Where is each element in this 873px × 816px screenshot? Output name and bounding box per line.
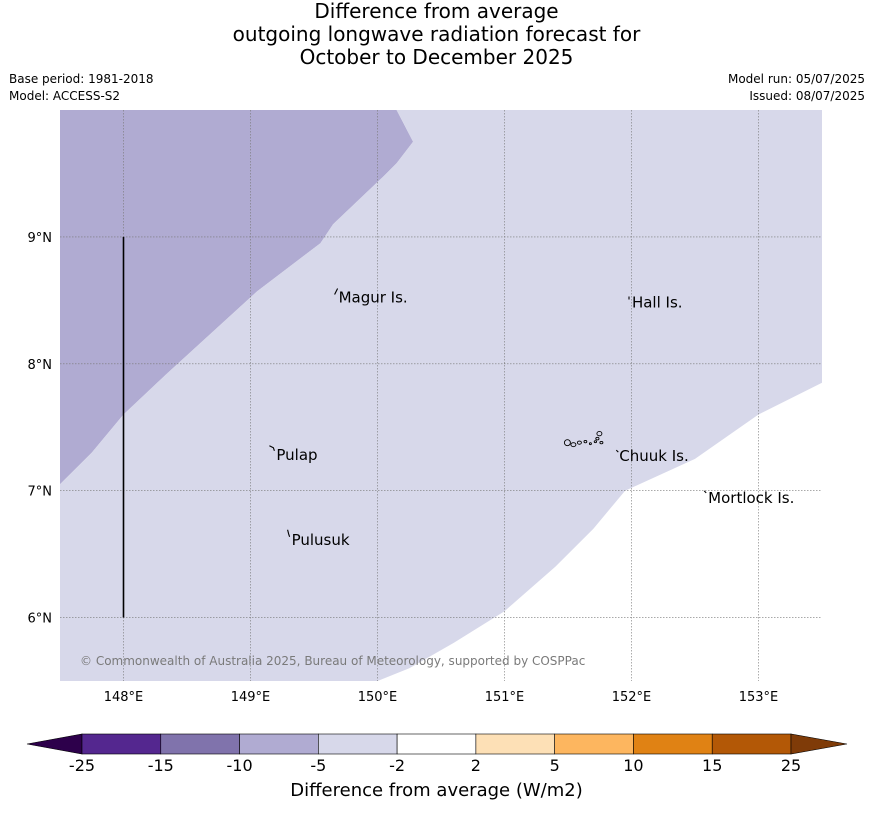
colorbar: -25 -15 -10 -5 -2 2 5 10 15 25 — [26, 733, 848, 775]
lon-tick-label: 152°E — [612, 690, 652, 705]
island-outline — [334, 288, 339, 295]
region-1 — [60, 110, 414, 485]
colorbar-tick-label: 5 — [550, 756, 560, 775]
lat-tick-label: 7°N — [28, 485, 53, 500]
place-label: Chuuk Is. — [619, 447, 688, 465]
islet-outline — [563, 439, 571, 447]
lon-tick-label: 149°E — [231, 690, 271, 705]
colorbar-tick-label: -5 — [310, 756, 326, 775]
issued-date: Issued: 08/07/2025 — [749, 89, 865, 103]
base-period: Base period: 1981-2018 — [9, 72, 154, 86]
islet-outline — [595, 436, 600, 441]
title-line-2: outgoing longwave radiation forecast for — [232, 22, 641, 46]
title-line-3: October to December 2025 — [299, 45, 574, 69]
colorbar-segment — [318, 733, 398, 755]
axis-ticks: 148°E 149°E 150°E 151°E 152°E 153°E 9°N 8°N 7°N 6… — [28, 231, 779, 705]
islet-outline — [583, 439, 588, 444]
colorbar-segment — [633, 733, 713, 755]
colorbar-segment — [475, 733, 555, 755]
islet-outline — [596, 430, 603, 437]
model-run-date: Model run: 05/07/2025 — [727, 72, 865, 86]
model-info: Base period: 1981-2018 Model: ACCESS-S2 — [9, 71, 154, 105]
lat-tick-label: 8°N — [28, 358, 53, 373]
place-label: Mortlock Is. — [708, 489, 794, 507]
region-2 — [60, 110, 822, 681]
run-info: Model run: 05/07/2025 Issued: 08/07/2025 — [728, 71, 865, 105]
islet-outline — [588, 442, 592, 446]
island-outline — [269, 445, 275, 451]
place-label: Pulusuk — [292, 531, 350, 549]
place-label: Hall Is. — [632, 294, 683, 312]
lon-tick-label: 151°E — [485, 690, 525, 705]
anomaly-regions — [60, 110, 822, 681]
island-outline — [703, 490, 707, 494]
place-labels: Magur Is. Hall Is. Pulap Chuuk Is. Mortlock … — [276, 288, 794, 548]
lon-tick-label: 153°E — [739, 690, 779, 705]
colorbar-extend-high — [790, 733, 848, 755]
colorbar-tick-label: -10 — [226, 756, 252, 775]
islet-outline — [570, 442, 577, 448]
colorbar-tick-label: -15 — [148, 756, 174, 775]
islet-outline — [599, 440, 604, 445]
title-line-1: Difference from average — [314, 0, 559, 23]
colorbar-segment — [81, 733, 162, 755]
colorbar-tick-label: -25 — [69, 756, 95, 775]
lon-tick-label: 148°E — [104, 690, 144, 705]
island-outline — [287, 529, 291, 537]
colorbar-tick-label: -2 — [389, 756, 405, 775]
colorbar-segment — [554, 733, 634, 755]
model-name: Model: ACCESS-S2 — [9, 89, 121, 103]
colorbar-segment — [711, 733, 792, 755]
colorbar-segment — [239, 733, 319, 755]
colorbar-tick-label: 25 — [781, 756, 801, 775]
colorbar-segment — [160, 733, 240, 755]
colorbar-extend-low — [26, 733, 83, 755]
colorbar-tick-label: 2 — [471, 756, 481, 775]
place-label: Magur Is. — [339, 288, 408, 306]
place-label: Pulap — [276, 446, 317, 464]
lat-tick-label: 9°N — [28, 231, 53, 246]
lon-tick-label: 150°E — [358, 690, 398, 705]
island-outlines — [269, 288, 707, 537]
lat-tick-label: 6°N — [28, 612, 53, 627]
chuuk-lagoon-islands — [563, 430, 604, 448]
copyright-text: © Commonwealth of Australia 2025, Bureau… — [80, 654, 585, 668]
colorbar-segment — [396, 733, 477, 755]
colorbar-tick-label: 10 — [623, 756, 643, 775]
map-title: Difference from average outgoing longwav… — [0, 0, 873, 69]
islet-outline — [576, 440, 582, 445]
graticule — [60, 110, 822, 681]
colorbar-tick-label: 15 — [702, 756, 722, 775]
colorbar-title: Difference from average (W/m2) — [290, 780, 583, 801]
islet-outline — [593, 440, 598, 444]
island-outline — [615, 449, 619, 453]
